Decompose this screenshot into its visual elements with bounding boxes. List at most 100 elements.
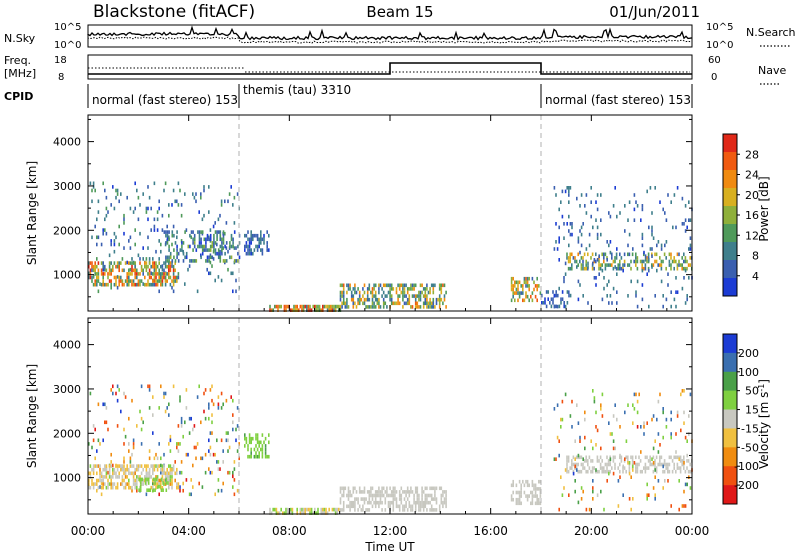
echo-cell <box>600 218 602 222</box>
echo-cell <box>148 406 151 410</box>
echo-cell <box>217 230 220 234</box>
echo-cell <box>426 486 428 491</box>
echo-cell <box>413 500 415 505</box>
echo-cell <box>580 193 583 197</box>
echo-cell <box>227 449 229 453</box>
echo-cell <box>302 308 305 312</box>
echo-cell <box>577 462 579 467</box>
echo-cell <box>430 283 433 288</box>
echo-cell <box>264 454 267 459</box>
echo-cell <box>632 421 634 425</box>
echo-cell <box>208 210 210 214</box>
echo-cell <box>107 485 109 490</box>
echo-cell <box>162 488 164 492</box>
echo-cell <box>587 462 589 467</box>
echo-cell <box>245 440 248 445</box>
echo-cell <box>113 275 116 280</box>
echo-cell <box>640 218 642 222</box>
echo-cell <box>432 497 435 501</box>
echo-cell <box>569 186 572 190</box>
echo-cell <box>140 442 143 446</box>
echo-cell <box>579 455 581 460</box>
echo-cell <box>526 494 529 498</box>
echo-cell <box>418 290 420 295</box>
colorbar-tick-label: 24 <box>745 169 759 182</box>
echo-cell <box>531 501 534 506</box>
echo-cell <box>177 181 180 186</box>
echo-cell <box>654 466 656 470</box>
echo-cell <box>651 232 653 237</box>
echo-cell <box>104 402 106 407</box>
echo-cell <box>566 256 568 260</box>
echo-cell <box>676 263 679 267</box>
echo-cell <box>426 294 428 298</box>
echo-cell <box>160 470 162 475</box>
echo-cell <box>607 263 610 267</box>
echo-cell <box>157 484 160 489</box>
echo-cell <box>617 266 619 271</box>
echo-cell <box>102 467 104 472</box>
echo-cell <box>665 240 668 244</box>
echo-cell <box>189 244 191 249</box>
echo-cell <box>102 228 104 232</box>
echo-cell <box>136 488 138 493</box>
echo-cell <box>156 456 159 461</box>
echo-cell <box>168 464 170 468</box>
echo-cell <box>349 500 351 505</box>
echo-cell <box>217 248 220 252</box>
echo-cell <box>277 304 279 309</box>
echo-cell <box>185 452 188 457</box>
echo-cell <box>99 485 101 489</box>
echo-cell <box>665 425 668 429</box>
echo-cell <box>123 231 125 236</box>
echo-cell <box>547 290 549 294</box>
echo-cell <box>579 435 581 440</box>
echo-cell <box>339 490 342 494</box>
echo-cell <box>518 501 521 506</box>
echo-cell <box>582 263 584 267</box>
echo-cell <box>166 471 168 476</box>
echo-cell <box>558 240 560 244</box>
echo-cell <box>378 290 380 295</box>
echo-cell <box>258 440 260 445</box>
echo-cell <box>347 493 350 498</box>
echo-cell <box>245 251 248 256</box>
echo-cell <box>326 304 329 309</box>
echo-cell <box>126 482 128 486</box>
echo-cell <box>102 478 104 483</box>
echo-cell <box>208 467 210 471</box>
echo-cell <box>209 255 212 260</box>
echo-cell <box>166 255 169 260</box>
echo-cell <box>134 242 136 247</box>
echo-cell <box>164 282 167 287</box>
echo-cell <box>104 475 106 479</box>
echo-cell <box>230 185 232 189</box>
echo-cell <box>217 460 220 464</box>
echo-cell <box>120 275 122 280</box>
echo-cell <box>638 455 640 460</box>
echo-cell <box>533 483 535 488</box>
echo-cell <box>220 406 223 410</box>
echo-cell <box>171 242 173 247</box>
echo-cell <box>346 283 348 288</box>
echo-cell <box>406 497 409 501</box>
echo-cell <box>153 275 156 280</box>
echo-cell <box>182 488 184 493</box>
echo-cell <box>518 479 521 484</box>
echo-cell <box>209 233 212 238</box>
echo-cell <box>652 263 655 267</box>
echo-cell <box>299 304 302 309</box>
echo-cell <box>134 206 136 211</box>
echo-cell <box>414 301 417 306</box>
echo-cell <box>212 452 215 457</box>
echo-cell <box>145 261 148 265</box>
echo-cell <box>552 290 554 294</box>
echo-cell <box>523 490 526 495</box>
echo-cell <box>382 486 385 491</box>
echo-cell <box>166 264 168 269</box>
echo-cell <box>266 248 268 252</box>
echo-cell <box>354 301 356 306</box>
echo-cell <box>362 287 364 291</box>
echo-cell <box>140 279 143 283</box>
echo-cell <box>574 439 576 443</box>
